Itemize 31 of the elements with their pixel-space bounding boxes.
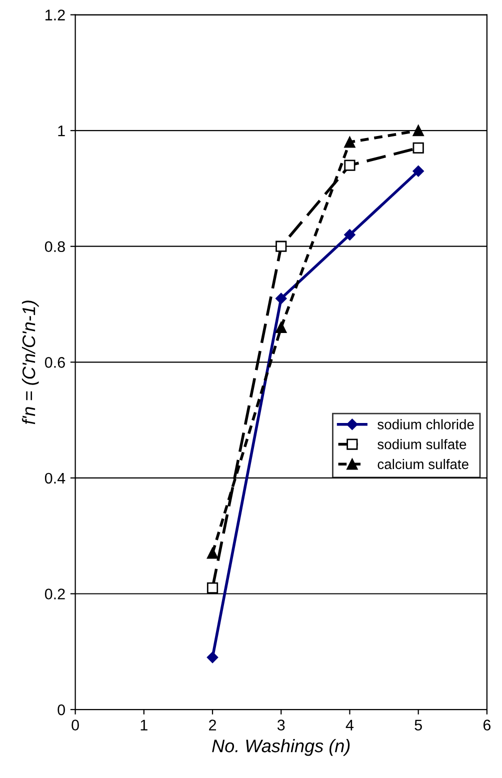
x-tick-label: 1 [140,720,148,730]
y-tick-label: 0 [58,704,65,716]
point [206,652,218,664]
y-tick-label: 0.6 [44,357,65,368]
point [206,582,218,594]
legend-label: sodium sulfate [378,439,466,450]
x-tick-label: 2 [209,720,216,730]
x-tick-label: 5 [414,720,422,730]
point [206,548,218,559]
point [412,142,424,154]
y-tick-label: 0.4 [44,472,66,484]
legend-label: calcium sulfate [378,458,468,470]
y-tick-label: 1 [58,126,65,136]
point [344,136,356,148]
y-tick-label: 0.8 [44,241,65,252]
legend-label: sodium chloride [378,419,474,430]
point [276,292,287,304]
point [276,322,287,333]
point [412,125,424,136]
x-axis-title: No. Washings (n) [212,739,350,756]
point [276,240,287,252]
point [344,229,356,240]
y-tick-label: 0.2 [44,588,65,600]
y-tick-label: 1.2 [46,10,65,20]
y-axis-title: f'n = (C'n/C'n-1) [22,300,39,424]
x-tick-label: 4 [346,720,354,730]
point [344,160,356,171]
x-tick-label: 0 [72,720,79,730]
x-tick-label: 6 [483,720,491,730]
point [412,165,424,177]
x-tick-label: 3 [277,720,285,730]
